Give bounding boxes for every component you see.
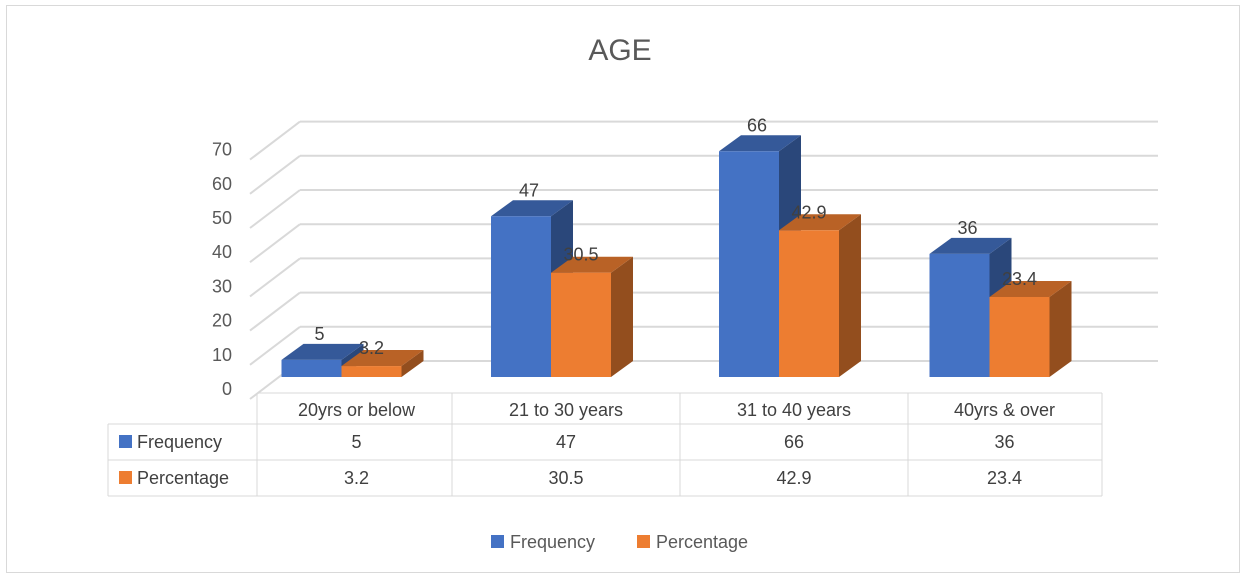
- chart-title: AGE: [588, 34, 651, 67]
- category-label: 20yrs or below: [298, 400, 416, 420]
- category-label: 40yrs & over: [954, 400, 1055, 420]
- bar-top-frequency: [929, 237, 1012, 254]
- bar-top-frequency: [491, 200, 573, 217]
- y-tick-label: 60: [212, 174, 232, 194]
- bar-top-frequency: [719, 135, 801, 152]
- bar-frequency: [491, 216, 551, 377]
- bars: [281, 135, 1072, 377]
- legend: Frequency Percentage: [491, 532, 748, 552]
- table-legend-key: [119, 471, 132, 484]
- data-label: 30.5: [563, 245, 598, 265]
- data-label: 5: [314, 324, 324, 344]
- bar-top-percentage: [989, 280, 1072, 297]
- bar-top-percentage: [551, 256, 633, 273]
- data-label: 23.4: [1002, 269, 1037, 289]
- y-tick-label: 0: [222, 379, 232, 399]
- table-value: 30.5: [548, 468, 583, 488]
- y-tick-label: 50: [212, 208, 232, 228]
- data-table: 20yrs or below 21 to 30 years 31 to 40 yea…: [107, 392, 1103, 497]
- side-wall-line: [249, 291, 301, 332]
- data-label: 66: [747, 115, 767, 135]
- bar-percentage: [341, 366, 402, 377]
- side-wall-line: [249, 120, 301, 161]
- bar-percentage: [989, 296, 1050, 377]
- table-value: 36: [994, 432, 1014, 452]
- legend-key: [491, 535, 504, 548]
- side-wall-line: [249, 155, 301, 195]
- table-value: 66: [784, 432, 804, 452]
- data-label: 3.2: [359, 338, 384, 358]
- bar-top-percentage: [341, 350, 424, 367]
- y-axis-ticks: 0 10 20 30 40 50 60 70: [212, 140, 232, 399]
- data-label: 47: [519, 180, 539, 200]
- table-value: 47: [556, 432, 576, 452]
- table-value: 42.9: [776, 468, 811, 488]
- table-value: 3.2: [344, 468, 369, 488]
- data-labels: 5 3.2 47 30.5 66 42.9 36 23.4: [314, 115, 1037, 358]
- bar-top-percentage: [779, 214, 861, 231]
- table-value: 5: [351, 432, 361, 452]
- table-series-label: Frequency: [137, 432, 222, 452]
- bar-top-frequency: [281, 343, 364, 360]
- category-label: 21 to 30 years: [509, 400, 623, 420]
- bar-frequency: [719, 151, 779, 377]
- bar-side-percentage: [839, 214, 861, 377]
- y-tick-label: 40: [212, 242, 232, 262]
- table-legend-key: [119, 435, 132, 448]
- bar-side-percentage: [611, 256, 633, 377]
- side-wall-line: [249, 257, 301, 298]
- bar-side-percentage: [1049, 280, 1072, 377]
- y-tick-label: 10: [212, 345, 232, 365]
- legend-label: Percentage: [656, 532, 748, 552]
- legend-key: [637, 535, 650, 548]
- chart-frame: [6, 5, 1240, 573]
- data-label: 36: [957, 218, 977, 238]
- table-value: 23.4: [987, 468, 1022, 488]
- y-tick-label: 20: [212, 311, 232, 331]
- side-wall-line: [249, 189, 301, 229]
- side-wall-line: [249, 223, 301, 263]
- table-series-label: Percentage: [137, 468, 229, 488]
- bar-side-percentage: [401, 350, 424, 377]
- bar-frequency: [929, 253, 990, 377]
- y-tick-label: 30: [212, 276, 232, 296]
- category-label: 31 to 40 years: [737, 400, 851, 420]
- bar-percentage: [551, 272, 611, 377]
- y-tick-label: 70: [212, 140, 232, 160]
- legend-label: Frequency: [510, 532, 595, 552]
- side-wall-line: [249, 326, 301, 366]
- bar-percentage: [779, 230, 839, 377]
- bar-frequency: [281, 359, 342, 377]
- data-label: 42.9: [791, 202, 826, 222]
